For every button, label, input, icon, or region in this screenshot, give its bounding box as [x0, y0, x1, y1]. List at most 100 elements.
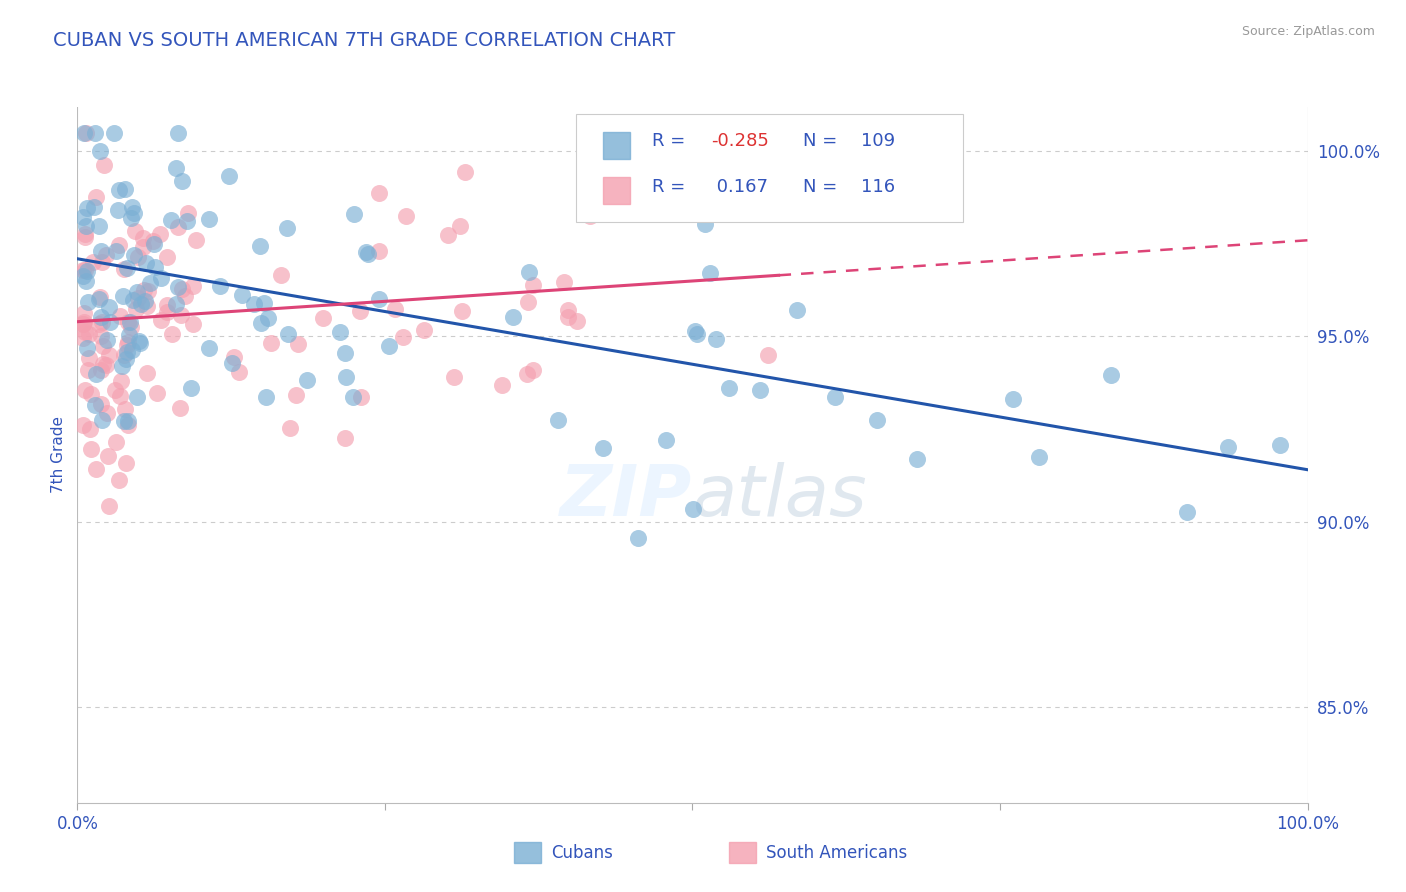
- Point: [146, 385, 169, 400]
- Point: [104, 434, 127, 449]
- Point: [108, 238, 131, 252]
- Point: [90, 315, 112, 329]
- Point: [170, 308, 193, 322]
- Point: [132, 231, 155, 245]
- Point: [127, 390, 149, 404]
- Point: [172, 174, 194, 188]
- Point: [80, 386, 103, 401]
- Point: [72, 211, 94, 225]
- Point: [112, 414, 135, 428]
- Text: atlas: atlas: [693, 462, 868, 531]
- Point: [772, 201, 794, 215]
- Point: [114, 456, 136, 470]
- Point: [177, 206, 200, 220]
- Point: [413, 323, 436, 337]
- Point: [143, 260, 166, 275]
- Point: [142, 235, 165, 249]
- Point: [278, 421, 301, 435]
- Point: [181, 278, 204, 293]
- Point: [73, 306, 96, 320]
- Point: [160, 213, 183, 227]
- Point: [72, 317, 94, 331]
- Point: [866, 413, 889, 427]
- Point: [82, 255, 104, 269]
- Point: [655, 433, 678, 447]
- Point: [335, 369, 357, 384]
- Point: [114, 182, 136, 196]
- Point: [197, 211, 219, 226]
- Point: [516, 294, 538, 309]
- Point: [98, 300, 121, 314]
- Point: [181, 318, 204, 332]
- Point: [627, 531, 650, 545]
- Point: [579, 209, 602, 223]
- Point: [686, 327, 709, 342]
- Point: [165, 161, 187, 176]
- Point: [172, 282, 194, 296]
- Point: [120, 314, 142, 328]
- Point: [96, 359, 118, 373]
- Point: [547, 413, 569, 427]
- Point: [73, 230, 96, 244]
- Point: [72, 331, 94, 345]
- Point: [149, 227, 172, 242]
- Point: [256, 310, 278, 325]
- Text: 116: 116: [860, 178, 896, 195]
- Point: [77, 363, 100, 377]
- Point: [260, 336, 283, 351]
- Point: [117, 328, 139, 343]
- Point: [73, 326, 96, 340]
- Point: [112, 261, 135, 276]
- Point: [117, 418, 139, 433]
- Point: [84, 190, 107, 204]
- Point: [270, 268, 292, 283]
- Point: [699, 266, 721, 280]
- Point: [180, 381, 202, 395]
- Point: [437, 227, 460, 242]
- Point: [124, 248, 146, 262]
- Point: [1028, 450, 1050, 464]
- Text: N =: N =: [803, 178, 844, 195]
- Point: [96, 407, 118, 421]
- Point: [516, 367, 538, 381]
- Point: [350, 390, 373, 404]
- Point: [1001, 392, 1024, 407]
- Point: [228, 365, 250, 379]
- Point: [73, 227, 96, 241]
- Point: [704, 332, 727, 346]
- Point: [75, 126, 97, 140]
- Point: [90, 244, 112, 259]
- Point: [117, 261, 139, 276]
- Point: [79, 422, 101, 436]
- Point: [156, 298, 179, 312]
- Y-axis label: 7th Grade: 7th Grade: [51, 417, 66, 493]
- Point: [312, 310, 335, 325]
- Point: [135, 256, 157, 270]
- Point: [89, 363, 111, 377]
- Point: [103, 126, 125, 140]
- Point: [73, 126, 96, 140]
- Point: [76, 202, 98, 216]
- Point: [905, 452, 928, 467]
- Point: [1216, 440, 1239, 454]
- Point: [682, 501, 704, 516]
- Text: R =: R =: [652, 178, 690, 195]
- Text: Cubans: Cubans: [551, 844, 613, 862]
- Point: [129, 335, 152, 350]
- Point: [218, 169, 240, 183]
- FancyBboxPatch shape: [575, 114, 963, 222]
- Text: -0.285: -0.285: [711, 132, 769, 150]
- Point: [75, 219, 97, 234]
- Point: [167, 279, 190, 293]
- Point: [73, 315, 96, 329]
- Point: [491, 378, 513, 392]
- Point: [83, 126, 105, 140]
- Point: [121, 293, 143, 308]
- Point: [132, 240, 155, 254]
- Point: [167, 220, 190, 235]
- Point: [87, 292, 110, 306]
- Point: [354, 245, 377, 260]
- Point: [76, 341, 98, 355]
- Point: [97, 449, 120, 463]
- Text: 0.167: 0.167: [711, 178, 768, 195]
